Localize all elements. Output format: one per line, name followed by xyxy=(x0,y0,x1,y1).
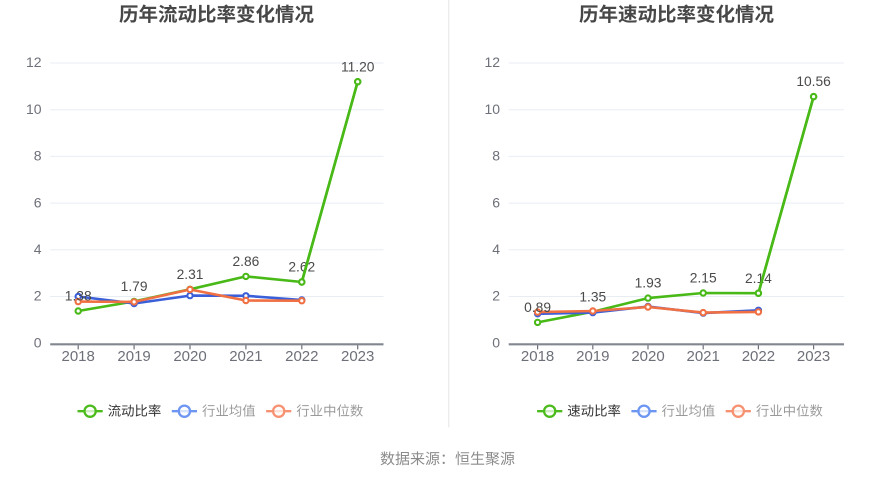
svg-text:2022: 2022 xyxy=(742,348,775,365)
svg-text:1.93: 1.93 xyxy=(635,276,662,291)
svg-text:6: 6 xyxy=(492,194,500,210)
svg-text:2018: 2018 xyxy=(62,348,95,365)
svg-text:10: 10 xyxy=(26,101,42,117)
svg-text:2019: 2019 xyxy=(576,348,609,365)
svg-text:1.79: 1.79 xyxy=(121,279,148,294)
svg-text:10: 10 xyxy=(485,101,501,117)
svg-text:4: 4 xyxy=(492,241,500,257)
svg-text:2021: 2021 xyxy=(229,348,262,365)
svg-text:2.31: 2.31 xyxy=(177,267,204,282)
svg-text:2020: 2020 xyxy=(631,348,664,365)
svg-text:4: 4 xyxy=(34,241,42,257)
svg-text:2018: 2018 xyxy=(521,348,554,365)
svg-text:2.14: 2.14 xyxy=(745,271,772,286)
svg-text:10.56: 10.56 xyxy=(796,74,831,89)
svg-text:0.89: 0.89 xyxy=(524,300,551,315)
svg-text:11.20: 11.20 xyxy=(341,59,375,74)
svg-text:2.15: 2.15 xyxy=(690,271,717,286)
svg-text:12: 12 xyxy=(26,54,42,70)
svg-text:2: 2 xyxy=(492,288,500,304)
svg-text:1.38: 1.38 xyxy=(65,289,92,304)
svg-text:2: 2 xyxy=(34,288,42,304)
svg-text:8: 8 xyxy=(34,148,42,164)
svg-text:1.35: 1.35 xyxy=(579,289,606,304)
svg-text:2021: 2021 xyxy=(687,348,720,365)
svg-text:0: 0 xyxy=(492,334,500,350)
svg-text:2023: 2023 xyxy=(797,348,830,365)
svg-text:2022: 2022 xyxy=(285,348,318,365)
svg-text:2019: 2019 xyxy=(117,348,150,365)
svg-text:2.62: 2.62 xyxy=(288,260,315,275)
svg-text:2.86: 2.86 xyxy=(232,254,259,269)
svg-text:2023: 2023 xyxy=(341,348,374,365)
svg-text:12: 12 xyxy=(485,54,501,70)
svg-text:6: 6 xyxy=(34,194,42,210)
svg-text:8: 8 xyxy=(492,148,500,164)
svg-text:2020: 2020 xyxy=(173,348,206,365)
svg-text:0: 0 xyxy=(34,334,42,350)
